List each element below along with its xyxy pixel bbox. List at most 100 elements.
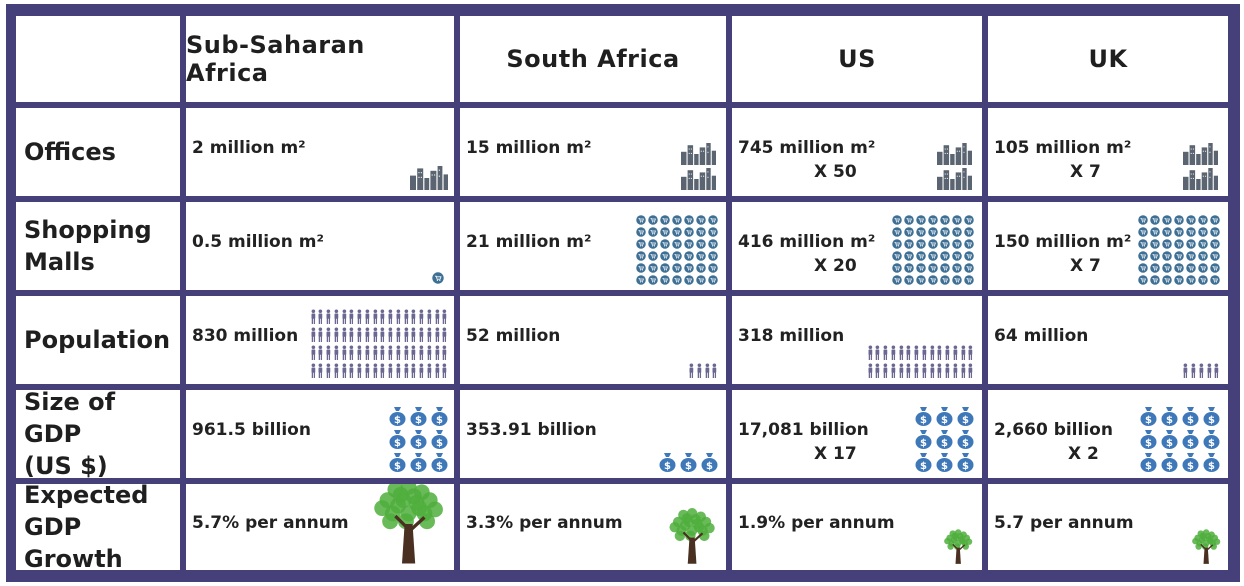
person-icon (867, 363, 874, 378)
growth-cell-us: 1.9% per annum (732, 484, 982, 570)
person-icon (898, 345, 905, 360)
icon-group (936, 143, 972, 190)
person-icon (356, 345, 363, 360)
shopping-cart-icon (696, 251, 706, 261)
shopping-cart-icon (1210, 263, 1220, 273)
multiplier-text: X 7 (1070, 162, 1101, 182)
person-icon (1190, 363, 1197, 378)
multiplier-text: X 17 (814, 444, 857, 464)
money-bag-icon: $ (1182, 452, 1199, 472)
shopping-cart-icon (1186, 263, 1196, 273)
icon-group (1190, 528, 1222, 564)
person-icon (704, 363, 711, 378)
money-bag-icon: $ (1161, 452, 1178, 472)
shopping-cart-icon (1150, 239, 1160, 249)
shopping-cart-icon (1174, 263, 1184, 273)
icon-group (867, 345, 975, 378)
person-icon (1206, 363, 1213, 378)
person-icon (364, 327, 371, 342)
multiplier-text: X 20 (814, 256, 857, 276)
svg-text:$: $ (1166, 461, 1173, 472)
person-icon (348, 309, 355, 324)
svg-text:$: $ (941, 415, 948, 426)
shopping-cart-icon (904, 263, 914, 273)
gdp-cell-uk: 2,660 billion X 2 $ $ $ $ $ $ $ $ (988, 390, 1228, 478)
shopping-cart-icon (648, 227, 658, 237)
person-icon (348, 327, 355, 342)
person-icon (387, 309, 394, 324)
person-icon (898, 363, 905, 378)
person-icon (890, 345, 897, 360)
person-icon (364, 363, 371, 378)
icon-group: $ $ $ $ $ $ $ $ $ (389, 406, 448, 472)
shopping-cart-icon (696, 263, 706, 273)
shopping-cart-icon (892, 215, 902, 225)
person-icon (372, 363, 379, 378)
shopping-cart-icon (660, 263, 670, 273)
value-text: 64 million (994, 326, 1089, 346)
population-cell-us: 318 million (732, 296, 982, 384)
money-bag-icon: $ (1203, 429, 1220, 449)
person-icon (913, 345, 920, 360)
shopping-cart-icon (708, 251, 718, 261)
person-icon (410, 363, 417, 378)
money-bag-icon: $ (431, 406, 448, 426)
col-header-south-africa: South Africa (460, 16, 726, 102)
person-icon (372, 309, 379, 324)
shopping-cart-icon (964, 263, 974, 273)
svg-text:$: $ (436, 438, 443, 449)
person-icon (874, 363, 881, 378)
person-icon (867, 345, 874, 360)
shopping-cart-icon (1186, 239, 1196, 249)
person-icon (441, 345, 448, 360)
person-icon (921, 345, 928, 360)
gdp-cell-us: 17,081 billion X 17 $ $ $ $ $ $ $ $ (732, 390, 982, 478)
person-icon (944, 363, 951, 378)
shopping-cart-icon (1210, 215, 1220, 225)
svg-text:$: $ (962, 461, 969, 472)
svg-text:$: $ (1145, 438, 1152, 449)
value-text: 2,660 billion (994, 420, 1113, 440)
shopping-cart-icon (928, 227, 938, 237)
multiplier-text: X 2 (1068, 444, 1099, 464)
person-icon (387, 327, 394, 342)
icon-group (310, 309, 449, 378)
shopping-cart-icon (952, 263, 962, 273)
shopping-cart-icon (1138, 239, 1148, 249)
person-icon (434, 345, 441, 360)
value-text: 2 million m² (192, 138, 306, 158)
person-icon (1182, 363, 1189, 378)
row-header-gdp-size: Size of GDP (US $) (16, 390, 180, 478)
shopping-cart-icon (708, 239, 718, 249)
person-icon (372, 327, 379, 342)
city-icon (680, 168, 716, 190)
svg-text:$: $ (394, 415, 401, 426)
shopping-cart-icon (940, 275, 950, 285)
shopping-cart-icon (964, 239, 974, 249)
money-bag-icon: $ (410, 406, 427, 426)
shopping-cart-icon (892, 251, 902, 261)
icon-group: $ $ $ (659, 452, 718, 472)
shopping-cart-icon (672, 215, 682, 225)
person-icon (418, 327, 425, 342)
money-bag-icon: $ (936, 429, 953, 449)
svg-text:$: $ (436, 461, 443, 472)
money-bag-icon: $ (1140, 452, 1157, 472)
money-bag-icon: $ (915, 452, 932, 472)
row-header-shopping-malls: Shopping Malls (16, 202, 180, 290)
person-icon (967, 345, 974, 360)
person-icon (341, 345, 348, 360)
shopping-cart-icon (660, 215, 670, 225)
person-icon (310, 345, 317, 360)
shopping-cart-icon (660, 275, 670, 285)
shopping-cart-icon (940, 251, 950, 261)
shopping-cart-icon (1174, 215, 1184, 225)
shopping-cart-icon (684, 239, 694, 249)
person-icon (348, 363, 355, 378)
person-icon (403, 309, 410, 324)
malls-cell-sub-saharan-africa: 0.5 million m² (186, 202, 454, 290)
shopping-cart-icon (1162, 215, 1172, 225)
shopping-cart-icon (916, 239, 926, 249)
person-icon (929, 363, 936, 378)
svg-text:$: $ (1187, 438, 1194, 449)
